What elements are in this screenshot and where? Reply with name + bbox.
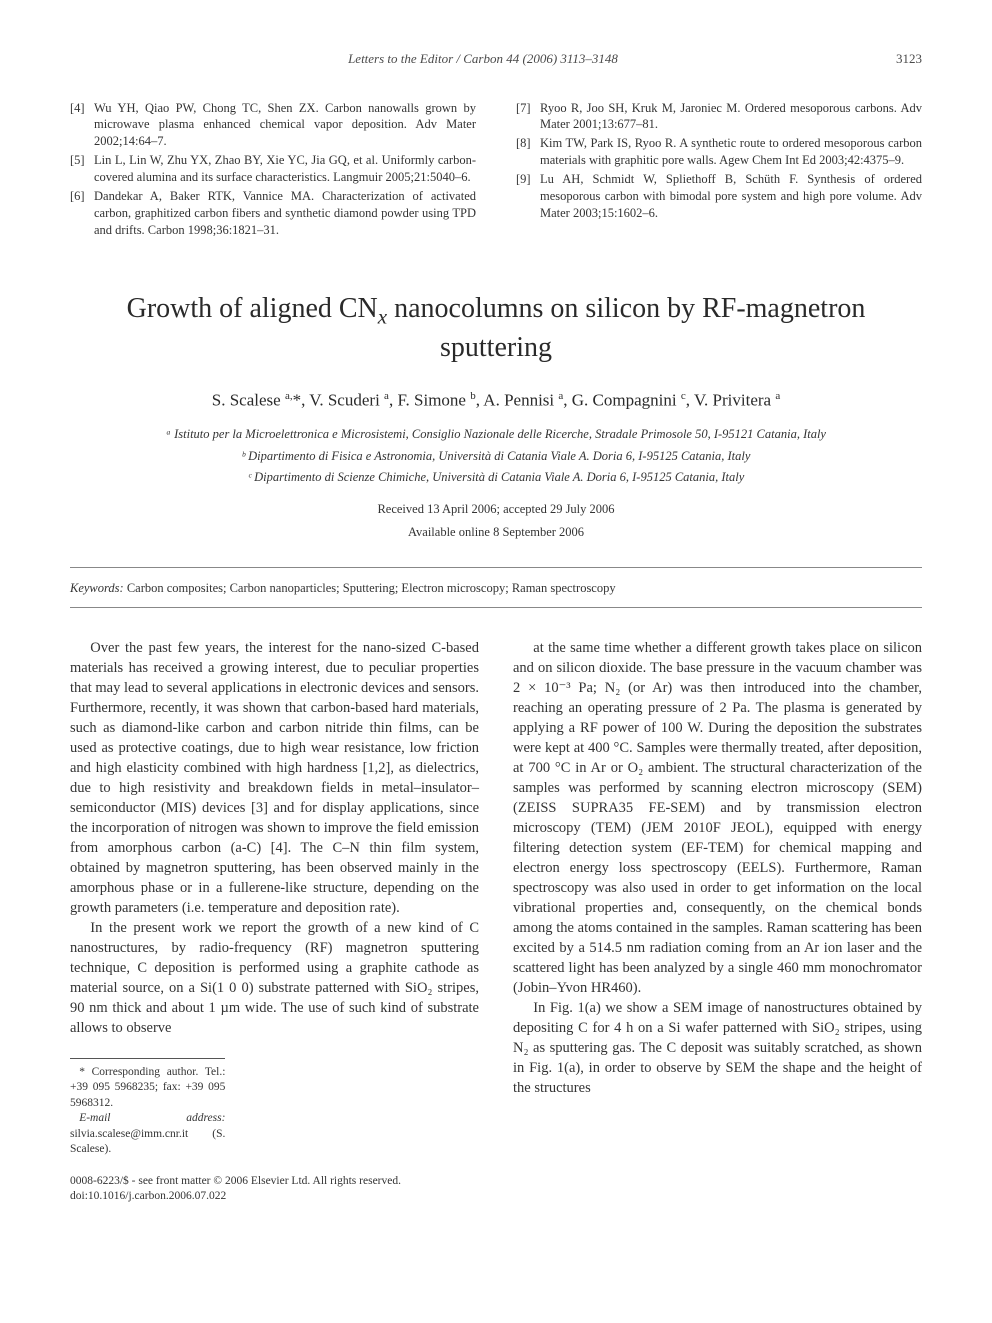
reference-item: [8] Kim TW, Park IS, Ryoo R. A synthetic… (516, 135, 922, 169)
running-header: Letters to the Editor / Carbon 44 (2006)… (70, 50, 922, 68)
divider (70, 567, 922, 568)
ref-number: [8] (516, 135, 540, 169)
ref-number: [4] (70, 100, 94, 151)
copyright-line: 0008-6223/$ - see front matter © 2006 El… (70, 1174, 479, 1190)
title-part2: nanocolumns on silicon by RF-magnetron s… (387, 293, 865, 364)
body-paragraph: In Fig. 1(a) we show a SEM image of nano… (513, 998, 922, 1098)
affiliation: ᶜ Dipartimento di Scienze Chimiche, Univ… (70, 469, 922, 487)
copyright-block: 0008-6223/$ - see front matter © 2006 El… (70, 1174, 479, 1205)
ref-text: Kim TW, Park IS, Ryoo R. A synthetic rou… (540, 135, 922, 169)
references-col-left: [4] Wu YH, Qiao PW, Chong TC, Shen ZX. C… (70, 100, 476, 241)
body-paragraph: In the present work we report the growth… (70, 918, 479, 1038)
ref-text: Lin L, Lin W, Zhu YX, Zhao BY, Xie YC, J… (94, 152, 476, 186)
ref-text: Lu AH, Schmidt W, Spliethoff B, Schüth F… (540, 171, 922, 222)
reference-item: [5] Lin L, Lin W, Zhu YX, Zhao BY, Xie Y… (70, 152, 476, 186)
references-block: [4] Wu YH, Qiao PW, Chong TC, Shen ZX. C… (70, 100, 922, 241)
ref-number: [5] (70, 152, 94, 186)
email-address: silvia.scalese@imm.cnr.it (S. Scalese). (70, 1128, 225, 1156)
keywords-text: Carbon composites; Carbon nanoparticles;… (124, 581, 616, 595)
body-paragraph: at the same time whether a different gro… (513, 638, 922, 998)
body-col-left: Over the past few years, the interest fo… (70, 638, 479, 1205)
affiliation: ᵃ Istituto per la Microelettronica e Mic… (70, 426, 922, 444)
affiliation: ᵇ Dipartimento di Fisica e Astronomia, U… (70, 448, 922, 466)
ref-number: [7] (516, 100, 540, 134)
received-date: Received 13 April 2006; accepted 29 July… (70, 501, 922, 518)
article-title: Growth of aligned CNx nanocolumns on sil… (70, 291, 922, 367)
footnotes: * Corresponding author. Tel.: +39 095 59… (70, 1058, 225, 1158)
ref-number: [6] (70, 188, 94, 239)
ref-text: Wu YH, Qiao PW, Chong TC, Shen ZX. Carbo… (94, 100, 476, 151)
body-paragraph: Over the past few years, the interest fo… (70, 638, 479, 918)
doi-line: doi:10.1016/j.carbon.2006.07.022 (70, 1189, 479, 1205)
available-date: Available online 8 September 2006 (70, 524, 922, 541)
title-part1: Growth of aligned CN (127, 293, 378, 324)
references-col-right: [7] Ryoo R, Joo SH, Kruk M, Jaroniec M. … (516, 100, 922, 241)
email-line: E-mail address: silvia.scalese@imm.cnr.i… (70, 1111, 225, 1158)
ref-text: Dandekar A, Baker RTK, Vannice MA. Chara… (94, 188, 476, 239)
title-subscript: x (378, 304, 387, 328)
email-label: E-mail address: (79, 1112, 225, 1124)
divider (70, 607, 922, 608)
authors-line: S. Scalese a,*, V. Scuderi a, F. Simone … (70, 389, 922, 413)
reference-item: [6] Dandekar A, Baker RTK, Vannice MA. C… (70, 188, 476, 239)
body-col-right: at the same time whether a different gro… (513, 638, 922, 1205)
page-number: 3123 (896, 50, 922, 68)
reference-item: [7] Ryoo R, Joo SH, Kruk M, Jaroniec M. … (516, 100, 922, 134)
reference-item: [4] Wu YH, Qiao PW, Chong TC, Shen ZX. C… (70, 100, 476, 151)
journal-header: Letters to the Editor / Carbon 44 (2006)… (348, 50, 618, 68)
ref-number: [9] (516, 171, 540, 222)
corresponding-author: * Corresponding author. Tel.: +39 095 59… (70, 1065, 225, 1112)
keywords-line: Keywords: Carbon composites; Carbon nano… (70, 580, 922, 597)
reference-item: [9] Lu AH, Schmidt W, Spliethoff B, Schü… (516, 171, 922, 222)
ref-text: Ryoo R, Joo SH, Kruk M, Jaroniec M. Orde… (540, 100, 922, 134)
body-columns: Over the past few years, the interest fo… (70, 638, 922, 1205)
article-front-matter: Growth of aligned CNx nanocolumns on sil… (70, 291, 922, 608)
keywords-label: Keywords: (70, 581, 124, 595)
